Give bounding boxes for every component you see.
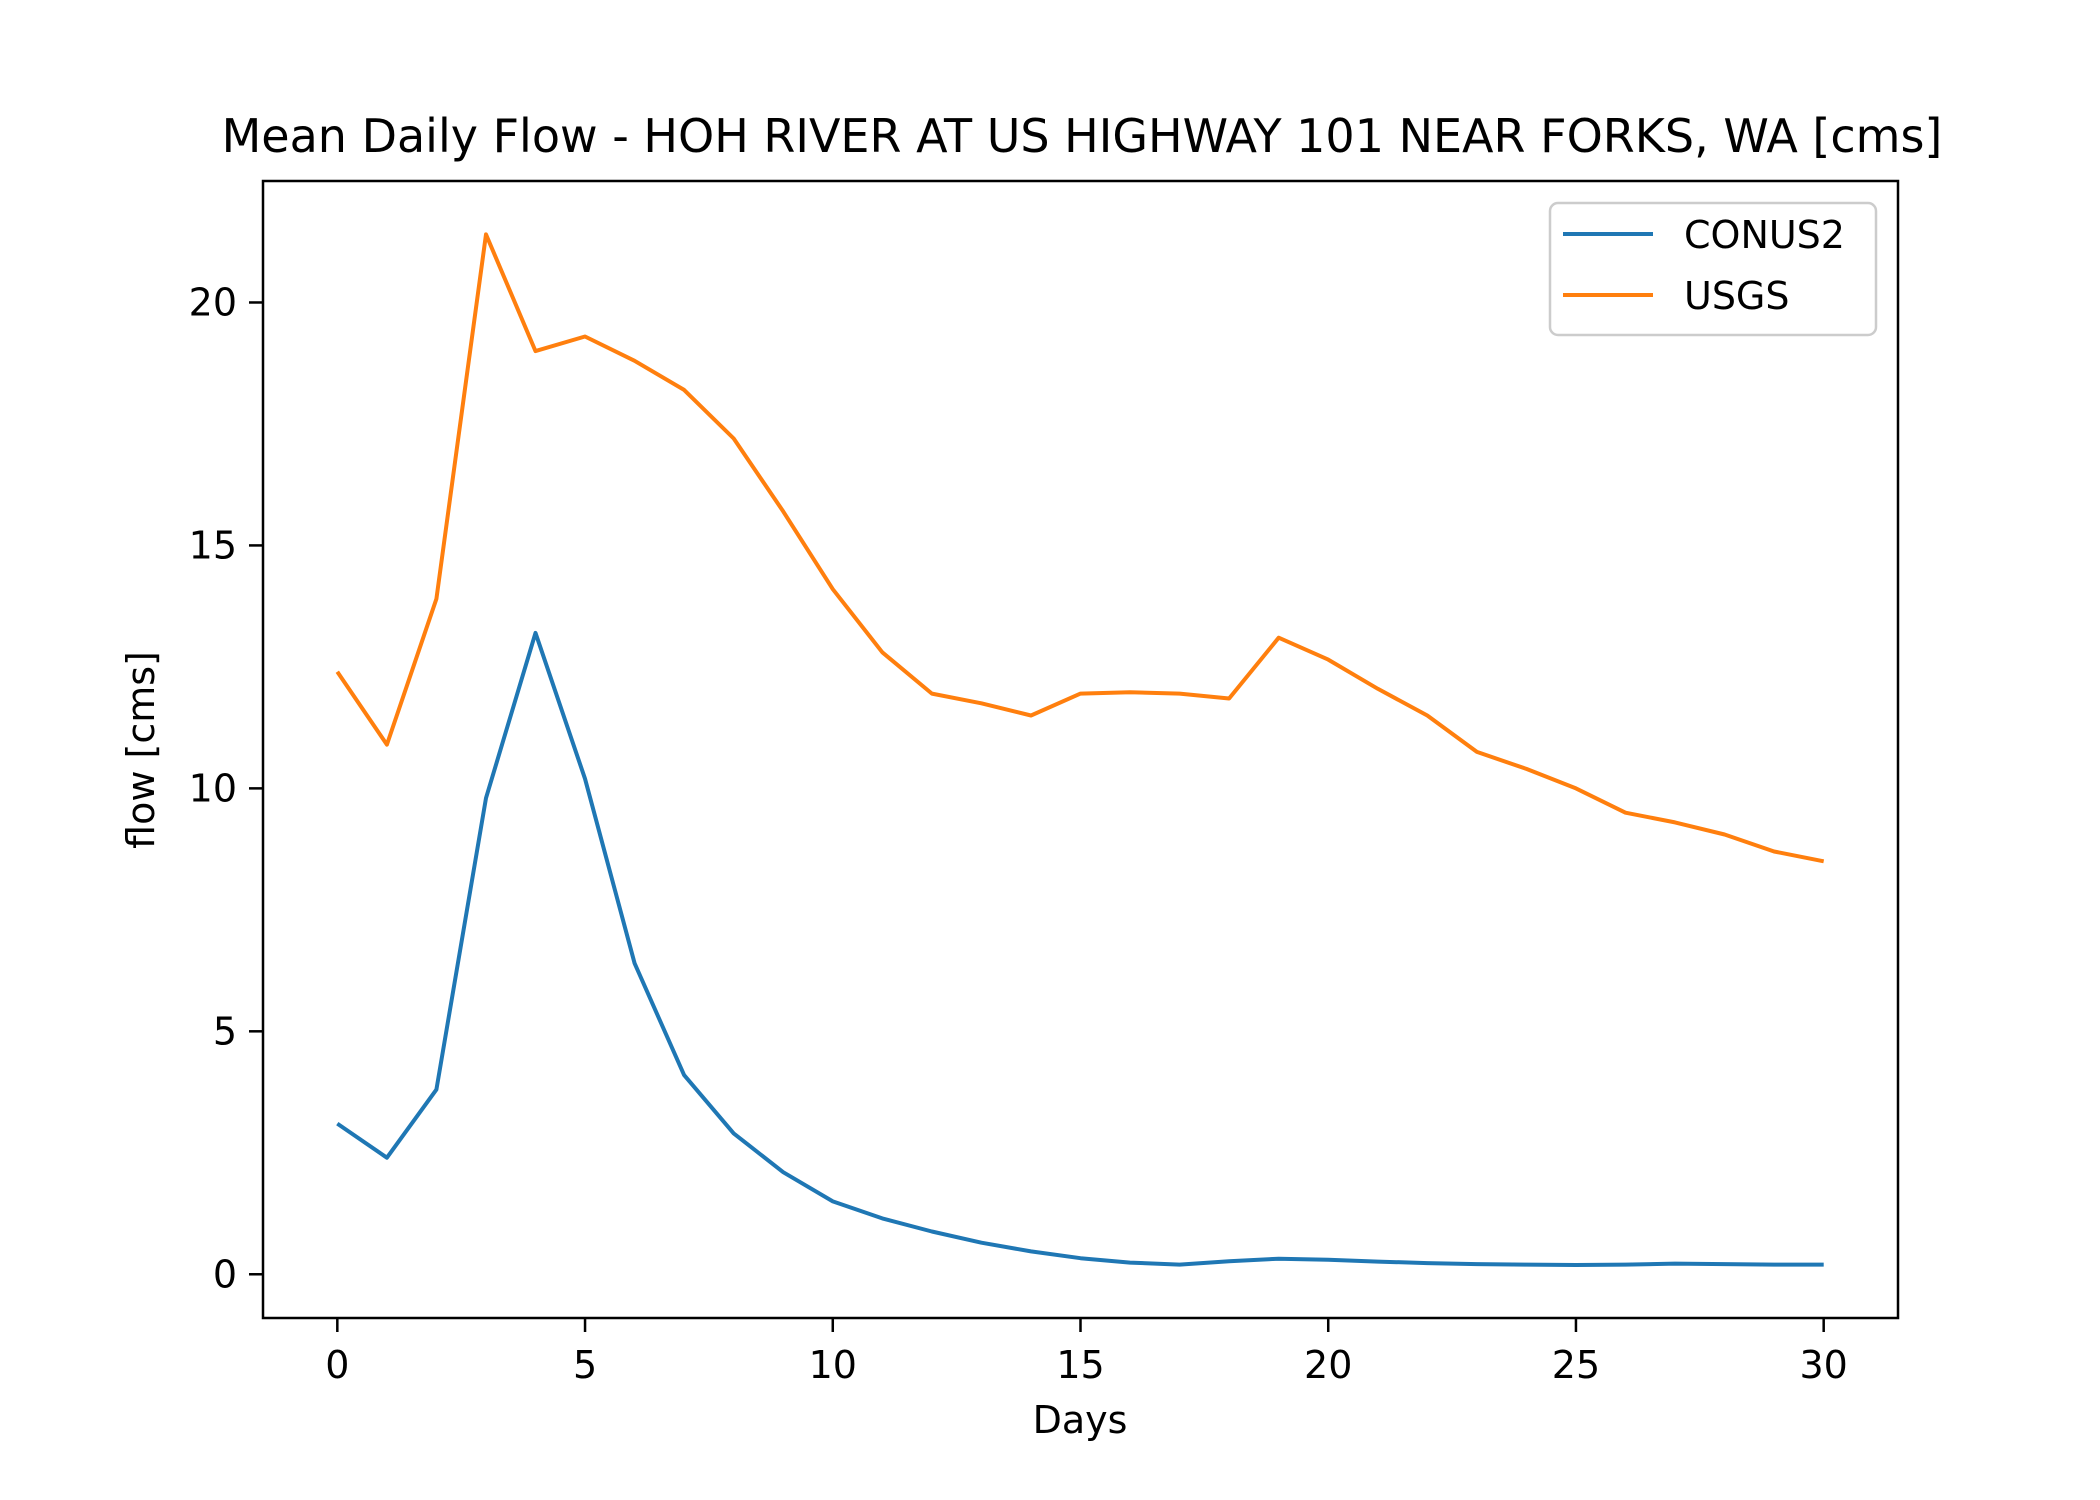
- x-tick-label: 5: [573, 1343, 597, 1387]
- legend-label-usgs: USGS: [1684, 274, 1790, 318]
- series-line-usgs: [335, 232, 1825, 864]
- y-tick-label: 20: [189, 280, 237, 324]
- y-tick-label: 0: [213, 1252, 237, 1296]
- series-line-conus2: [336, 630, 1824, 1267]
- series-layer: [335, 232, 1825, 1267]
- legend-label-conus2: CONUS2: [1684, 213, 1845, 257]
- x-axis-label: Days: [1033, 1398, 1128, 1442]
- chart-title: Mean Daily Flow - HOH RIVER AT US HIGHWA…: [222, 109, 1943, 163]
- x-tick-label: 10: [809, 1343, 857, 1387]
- y-axis-label: flow [cms]: [119, 651, 163, 849]
- y-tick-label: 10: [189, 766, 237, 810]
- x-tick-label: 20: [1304, 1343, 1352, 1387]
- y-tick-label: 5: [213, 1009, 237, 1053]
- x-tick-label: 15: [1056, 1343, 1104, 1387]
- legend: CONUS2 USGS: [1548, 201, 1878, 337]
- y-tick-label: 15: [189, 523, 237, 567]
- x-tick-label: 30: [1800, 1343, 1848, 1387]
- y-axis-ticks: 0 5 10 15 20: [189, 280, 263, 1296]
- x-axis-ticks: 0 5 10 15 20 25 30: [325, 1318, 1848, 1387]
- x-tick-label: 25: [1552, 1343, 1600, 1387]
- x-tick-label: 0: [325, 1343, 349, 1387]
